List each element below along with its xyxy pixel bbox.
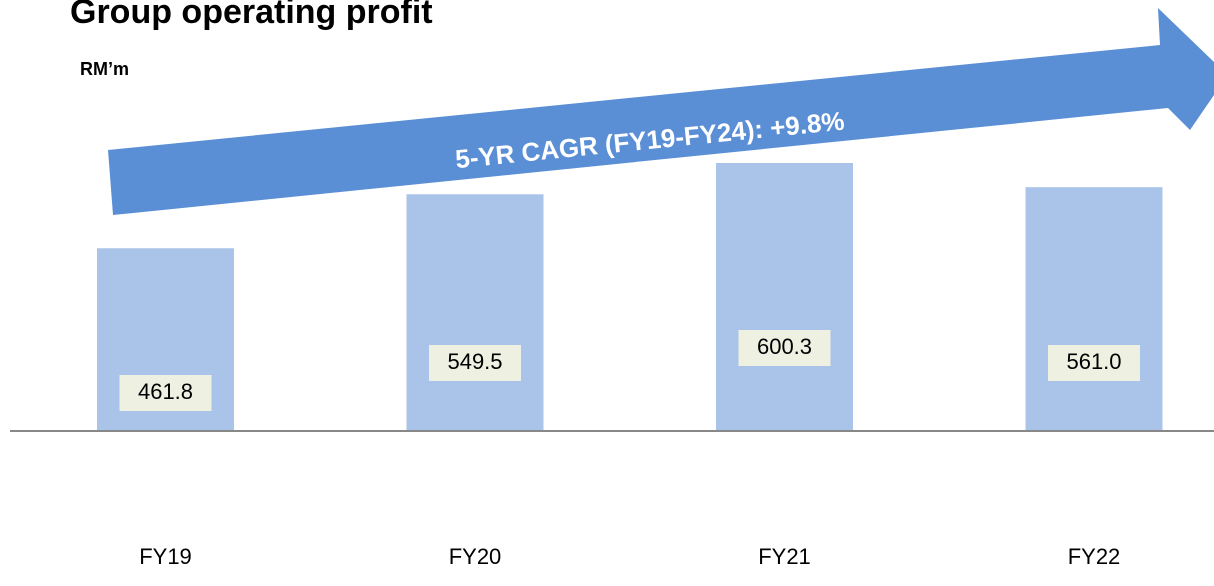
chart-subtitle: RM’m: [80, 59, 129, 79]
value-label-box: [738, 330, 831, 366]
x-tick-label: FY22: [1068, 544, 1121, 569]
x-tick-label: FY20: [449, 544, 502, 569]
bar: [406, 194, 544, 431]
value-label-box: [429, 345, 521, 381]
x-tick-label: FY21: [758, 544, 811, 569]
bar: [716, 162, 853, 432]
value-label-box: [119, 375, 212, 411]
value-label: 549.5: [447, 349, 502, 374]
value-label: 600.3: [757, 334, 812, 359]
value-label: 461.8: [138, 379, 193, 404]
x-tick-label: FY19: [139, 544, 192, 569]
bar: [1025, 187, 1163, 431]
value-label: 561.0: [1066, 349, 1121, 374]
chart-title: Group operating profit: [70, 0, 433, 31]
growth-arrow: [108, 8, 1214, 215]
value-label-box: [1048, 345, 1140, 381]
